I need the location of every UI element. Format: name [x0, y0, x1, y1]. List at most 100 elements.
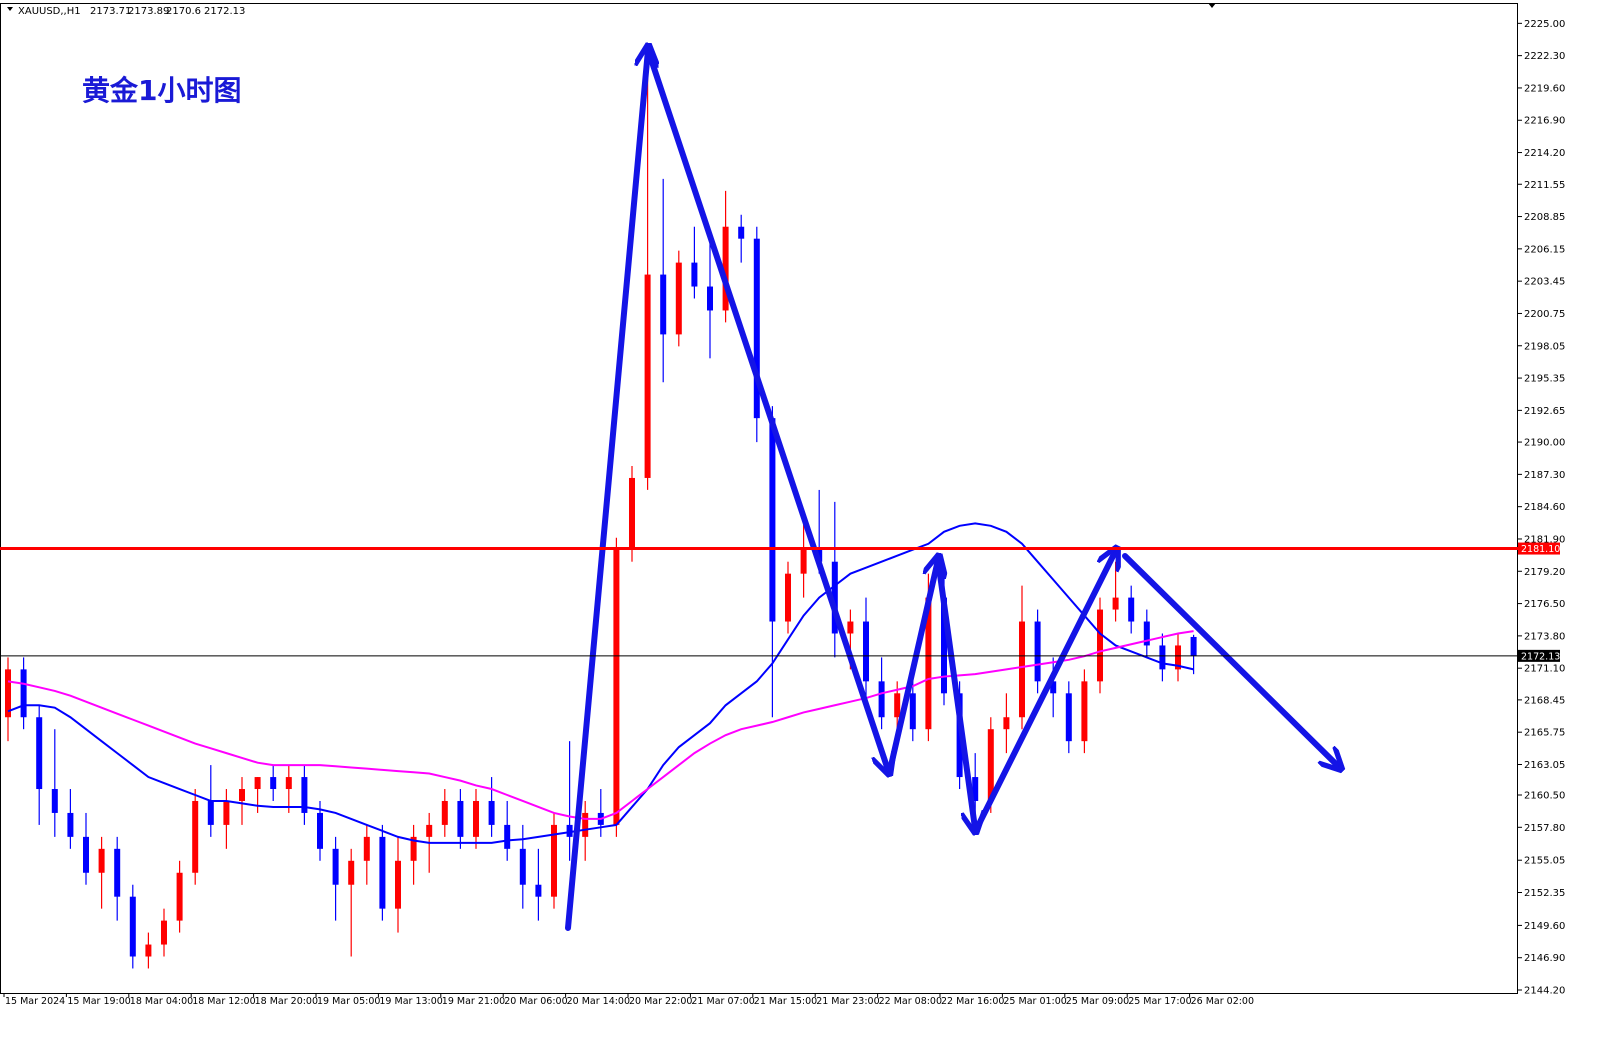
- candle-body: [192, 800, 199, 873]
- x-tick-label: 15 Mar 2024: [5, 996, 65, 1007]
- y-tick-label: 2203.45: [1524, 277, 1565, 288]
- y-tick-label: 2216.90: [1524, 116, 1565, 127]
- candle-body: [5, 669, 11, 718]
- candle-body: [519, 848, 526, 885]
- x-tick-label: 18 Mar 04:00: [130, 996, 193, 1007]
- candle-body: [1159, 645, 1166, 670]
- y-tick-label: 2168.45: [1524, 695, 1565, 706]
- y-tick-label: 2160.50: [1524, 791, 1565, 802]
- symbol: XAUUSD,,H1: [18, 6, 81, 17]
- price-label: 2181.10: [1521, 544, 1560, 555]
- candle-body: [582, 812, 589, 837]
- candle-body: [1190, 636, 1197, 656]
- candle-body: [1019, 621, 1025, 718]
- moving-average: [7, 630, 1194, 820]
- candle-body: [1097, 609, 1103, 682]
- header-ohlc: 2173.71: [90, 6, 131, 17]
- price-label-bg: [1518, 542, 1560, 555]
- candle-body: [457, 800, 464, 837]
- candle-body: [1128, 597, 1135, 622]
- candle-body: [566, 824, 573, 837]
- plot-layer: [5, 47, 1197, 969]
- candle-body: [98, 848, 105, 873]
- candle-body: [644, 274, 651, 478]
- arrow: [974, 552, 1115, 831]
- candle-body: [987, 729, 994, 801]
- y-tick-label: 2219.60: [1524, 83, 1565, 94]
- candle-body: [863, 621, 869, 682]
- x-tick-label: 19 Mar 21:00: [442, 996, 505, 1007]
- menu-icon: [7, 7, 13, 11]
- x-tick-label: 21 Mar 07:00: [691, 996, 754, 1007]
- header-ohlc: 2170.6: [166, 6, 201, 17]
- y-tick-label: 2195.35: [1524, 374, 1565, 385]
- candle-body: [1050, 681, 1057, 694]
- candle-body: [20, 669, 27, 718]
- candle-body: [1065, 693, 1072, 742]
- candle-body: [925, 597, 932, 730]
- candle-body: [363, 836, 370, 861]
- candle-body: [176, 872, 183, 921]
- candle-body: [847, 621, 854, 634]
- y-tick-label: 2211.55: [1524, 180, 1565, 191]
- candle-body: [254, 777, 261, 790]
- y-tick-label: 2192.65: [1524, 406, 1565, 417]
- y-tick-label: 2222.30: [1524, 51, 1565, 62]
- x-tick-label: 19 Mar 05:00: [317, 996, 380, 1007]
- y-tick-label: 2181.90: [1524, 534, 1565, 545]
- candle-body: [894, 693, 901, 718]
- candle-body: [660, 274, 667, 335]
- candle-body: [51, 789, 58, 813]
- candle-body: [691, 262, 698, 287]
- shift-icon: [1208, 3, 1216, 8]
- candle-body: [114, 848, 121, 897]
- plot-frame: [0, 3, 1518, 994]
- y-tick-label: 2200.75: [1524, 309, 1565, 320]
- candle-body: [161, 920, 167, 945]
- y-tick-label: 2176.50: [1524, 599, 1565, 610]
- candle-body: [675, 262, 682, 335]
- y-tick-label: 2225.00: [1524, 19, 1565, 30]
- candle-body: [270, 777, 277, 790]
- annotations: [565, 47, 1338, 931]
- price-label: 2172.13: [1521, 651, 1560, 662]
- candle-body: [1143, 621, 1150, 646]
- candle-body: [722, 226, 729, 311]
- y-tick-label: 2171.10: [1524, 664, 1565, 675]
- candle-body: [738, 226, 745, 239]
- x-tick-label: 20 Mar 22:00: [629, 996, 692, 1007]
- candle-body: [317, 812, 323, 849]
- arrow: [1122, 553, 1338, 766]
- candle-body: [473, 800, 479, 837]
- candle-body: [410, 836, 417, 861]
- x-tick-label: 20 Mar 06:00: [504, 996, 567, 1007]
- candle-body: [332, 848, 339, 885]
- candle-body: [83, 836, 89, 873]
- y-tick-label: 2184.60: [1524, 502, 1565, 513]
- x-tick-label: 25 Mar 17:00: [1128, 996, 1191, 1007]
- candle-body: [395, 860, 401, 909]
- y-tick-label: 2190.00: [1524, 438, 1565, 449]
- candle-body: [1081, 681, 1088, 742]
- y-tick-label: 2214.20: [1524, 148, 1565, 159]
- candle-body: [285, 777, 292, 790]
- header-ohlc: 2173.89: [128, 6, 169, 17]
- candle-body: [239, 789, 245, 801]
- candle-body: [613, 549, 620, 825]
- arrow: [645, 47, 888, 770]
- price-label-bg: [1518, 649, 1560, 662]
- candle-body: [753, 238, 760, 419]
- x-tick-label: 22 Mar 08:00: [879, 996, 942, 1007]
- x-tick-label: 22 Mar 16:00: [941, 996, 1004, 1007]
- chart-title: 黄金1小时图: [82, 74, 241, 107]
- candle-body: [67, 812, 74, 837]
- x-tick-label: 26 Mar 02:00: [1191, 996, 1254, 1007]
- candle-body: [831, 561, 838, 634]
- candle-body: [1034, 621, 1041, 682]
- candle-body: [909, 693, 916, 730]
- header-ohlc: 2172.13: [204, 6, 245, 17]
- candle-body: [504, 824, 511, 849]
- candle-body: [941, 597, 947, 694]
- x-tick-label: 21 Mar 15:00: [754, 996, 817, 1007]
